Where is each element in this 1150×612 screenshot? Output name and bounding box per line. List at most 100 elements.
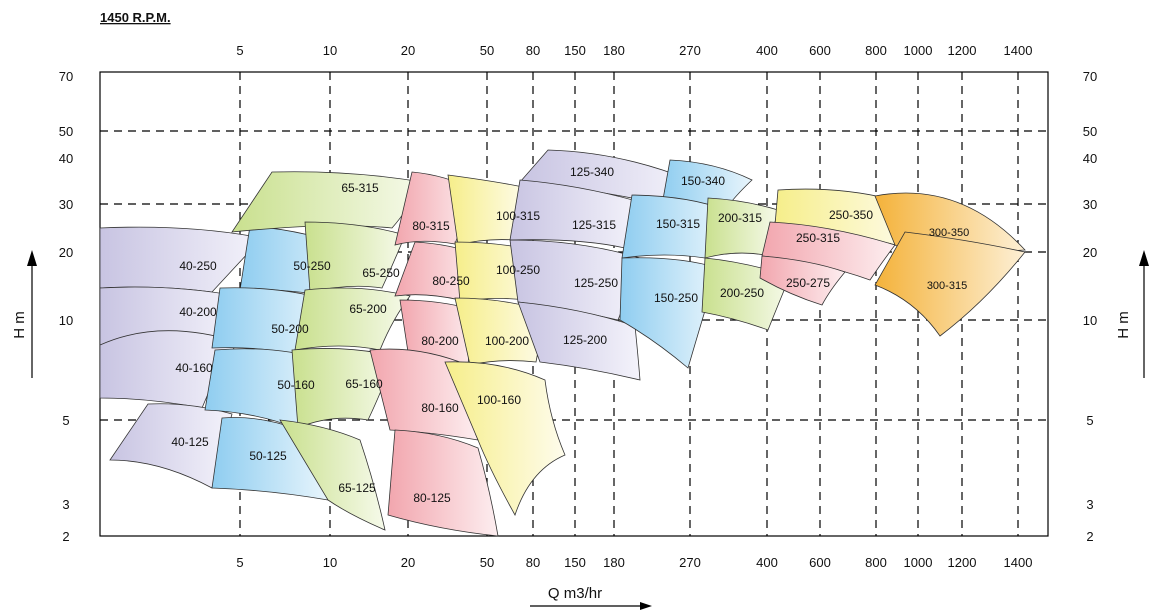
y-tick-left-30: 30 [59, 197, 73, 212]
zone-label-250-315: 250-315 [796, 231, 840, 245]
zone-150-250 [619, 257, 719, 369]
zone-label-150-315: 150-315 [656, 217, 700, 231]
y-tick-left-3: 3 [62, 497, 69, 512]
y-tick-right-40: 40 [1083, 151, 1097, 166]
zone-125-200 [517, 301, 641, 381]
y-tick-right-10: 10 [1083, 313, 1097, 328]
y-tick-right-70: 70 [1083, 69, 1097, 84]
x-tick-top-800: 800 [865, 43, 887, 58]
zone-label-200-250: 200-250 [720, 286, 764, 300]
x-tick-bottom-80: 80 [526, 555, 540, 570]
x-tick-bottom-270: 270 [679, 555, 701, 570]
pump-zones [99, 149, 1026, 537]
x-tick-top-20: 20 [401, 43, 415, 58]
zone-label-250-350: 250-350 [829, 208, 873, 222]
zone-label-150-250: 150-250 [654, 291, 698, 305]
x-axis-arrow-head [640, 602, 652, 610]
y-tick-right-3: 3 [1086, 497, 1093, 512]
chart-title: 1450 R.P.M. [100, 10, 171, 25]
zone-label-125-200: 125-200 [563, 333, 607, 347]
x-tick-bottom-400: 400 [756, 555, 778, 570]
y-tick-left-2: 2 [62, 529, 69, 544]
zone-label-300-350: 300-350 [929, 227, 969, 239]
zone-label-125-315: 125-315 [572, 218, 616, 232]
x-tick-top-1200: 1200 [948, 43, 977, 58]
x-tick-bottom-1400: 1400 [1004, 555, 1033, 570]
x-tick-top-1000: 1000 [904, 43, 933, 58]
y-tick-right-5: 5 [1086, 413, 1093, 428]
zone-300-315 [874, 231, 1026, 337]
x-tick-top-50: 50 [480, 43, 494, 58]
x-tick-top-1400: 1400 [1004, 43, 1033, 58]
y-axis-arrow-head-left [27, 250, 37, 266]
zone-label-100-200: 100-200 [485, 334, 529, 348]
zone-label-40-160: 40-160 [175, 361, 213, 375]
y-tick-left-20: 20 [59, 245, 73, 260]
x-tick-top-180: 180 [603, 43, 625, 58]
zone-label-65-200: 65-200 [349, 302, 387, 316]
y-tick-left-40: 40 [59, 151, 73, 166]
x-tick-top-80: 80 [526, 43, 540, 58]
zone-label-300-315: 300-315 [927, 280, 967, 292]
y-tick-right-30: 30 [1083, 197, 1097, 212]
zone-label-80-315: 80-315 [412, 219, 450, 233]
y-tick-left-70: 70 [59, 69, 73, 84]
y-axis-label-right: H m [1115, 311, 1132, 339]
x-tick-bottom-50: 50 [480, 555, 494, 570]
zone-label-150-340: 150-340 [681, 174, 725, 188]
x-tick-top-5: 5 [236, 43, 243, 58]
zone-label-250-275: 250-275 [786, 276, 830, 290]
y-tick-left-10: 10 [59, 313, 73, 328]
zone-label-50-160: 50-160 [277, 378, 315, 392]
zone-label-100-315: 100-315 [496, 209, 540, 223]
y-tick-right-2: 2 [1086, 529, 1093, 544]
zone-65-200 [294, 287, 411, 351]
zone-label-125-250: 125-250 [574, 276, 618, 290]
zone-label-50-250: 50-250 [293, 259, 331, 273]
y-ticks-right: 70 50 40 30 20 10 5 3 2 [1083, 69, 1097, 544]
x-ticks-top: 5 10 20 50 80 150 180 270 400 600 800 1000 1200 1400 [236, 43, 1032, 58]
x-tick-bottom-800: 800 [865, 555, 887, 570]
zone-250-275 [759, 255, 846, 306]
y-tick-left-50: 50 [59, 124, 73, 139]
zone-label-80-160: 80-160 [421, 401, 459, 415]
y-axis-arrow-head-right [1139, 250, 1149, 266]
y-tick-left-5: 5 [62, 413, 69, 428]
x-tick-top-150: 150 [564, 43, 586, 58]
y-ticks-left: 70 50 40 30 20 10 5 3 2 [59, 69, 73, 544]
x-tick-bottom-1200: 1200 [948, 555, 977, 570]
zone-label-50-200: 50-200 [271, 322, 309, 336]
zone-label-125-340: 125-340 [570, 165, 614, 179]
zone-label-200-315: 200-315 [718, 211, 762, 225]
x-tick-bottom-10: 10 [323, 555, 337, 570]
zone-label-65-315: 65-315 [341, 181, 379, 195]
zone-label-65-160: 65-160 [345, 377, 383, 391]
zone-label-40-250: 40-250 [179, 259, 217, 273]
zone-label-100-250: 100-250 [496, 263, 540, 277]
zone-label-80-200: 80-200 [421, 334, 459, 348]
y-tick-right-20: 20 [1083, 245, 1097, 260]
zone-65-250 [304, 221, 406, 293]
x-tick-top-600: 600 [809, 43, 831, 58]
zone-labels: 40-250 40-200 40-160 40-125 50-250 50-200 50-1… [171, 165, 969, 505]
x-ticks-bottom: 5 10 20 50 80 150 180 270 400 600 800 1000 1200 1400 [236, 555, 1032, 570]
zone-label-40-200: 40-200 [179, 305, 217, 319]
x-tick-bottom-1000: 1000 [904, 555, 933, 570]
x-tick-bottom-180: 180 [603, 555, 625, 570]
zone-65-125 [279, 419, 386, 531]
y-tick-right-50: 50 [1083, 124, 1097, 139]
x-tick-bottom-20: 20 [401, 555, 415, 570]
zone-80-125 [387, 429, 499, 537]
zone-label-80-250: 80-250 [432, 274, 470, 288]
x-tick-bottom-600: 600 [809, 555, 831, 570]
x-tick-bottom-5: 5 [236, 555, 243, 570]
x-tick-top-400: 400 [756, 43, 778, 58]
zone-label-65-250: 65-250 [362, 266, 400, 280]
x-axis-label: Q m3/hr [548, 585, 602, 602]
zone-label-80-125: 80-125 [413, 491, 451, 505]
x-tick-top-270: 270 [679, 43, 701, 58]
zone-100-160 [444, 361, 566, 516]
zone-label-40-125: 40-125 [171, 435, 209, 449]
zone-label-100-160: 100-160 [477, 393, 521, 407]
